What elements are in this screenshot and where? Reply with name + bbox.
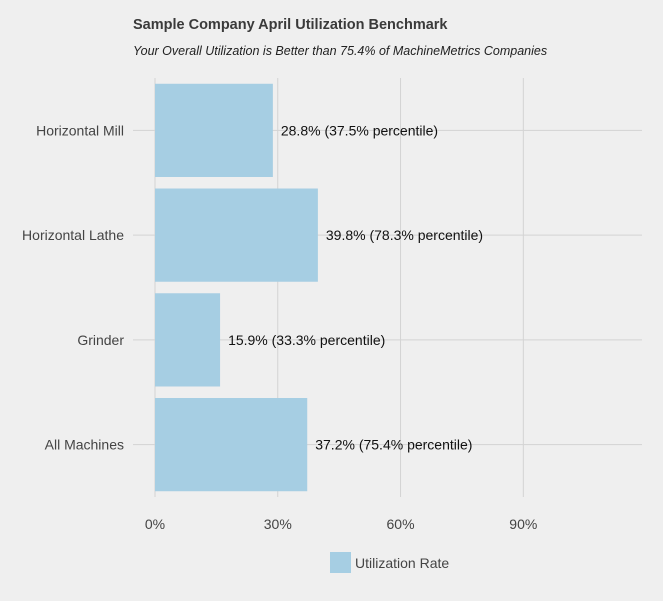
- x-tick-label: 30%: [264, 516, 292, 532]
- x-axis-tick-labels: 0% 30% 60% 90%: [145, 516, 537, 532]
- bar-data-label: 39.8% (78.3% percentile): [326, 227, 483, 243]
- bar-data-label: 37.2% (75.4% percentile): [315, 437, 472, 453]
- bar: [155, 188, 318, 282]
- bar-data-label: 15.9% (33.3% percentile): [228, 332, 385, 348]
- bar: [155, 293, 221, 387]
- bar: [155, 83, 273, 177]
- chart-subtitle: Your Overall Utilization is Better than …: [133, 44, 548, 58]
- bar-data-label: 28.8% (37.5% percentile): [281, 122, 438, 138]
- y-tick-label: Grinder: [77, 332, 124, 348]
- bar: [155, 398, 308, 492]
- y-axis-tick-labels: Horizontal Mill Horizontal Lathe Grinder Al…: [22, 122, 124, 452]
- bars: [155, 83, 318, 492]
- legend-swatch: [330, 552, 351, 573]
- x-tick-label: 90%: [509, 516, 537, 532]
- legend: Utilization Rate: [330, 552, 449, 573]
- y-tick-label: Horizontal Lathe: [22, 227, 124, 243]
- bar-labels: 28.8% (37.5% percentile) 39.8% (78.3% per…: [228, 122, 483, 452]
- x-tick-label: 0%: [145, 516, 165, 532]
- x-tick-label: 60%: [387, 516, 415, 532]
- y-tick-label: Horizontal Mill: [36, 122, 124, 138]
- y-tick-label: All Machines: [45, 437, 124, 453]
- chart-title: Sample Company April Utilization Benchma…: [133, 17, 448, 33]
- legend-label: Utilization Rate: [355, 554, 450, 571]
